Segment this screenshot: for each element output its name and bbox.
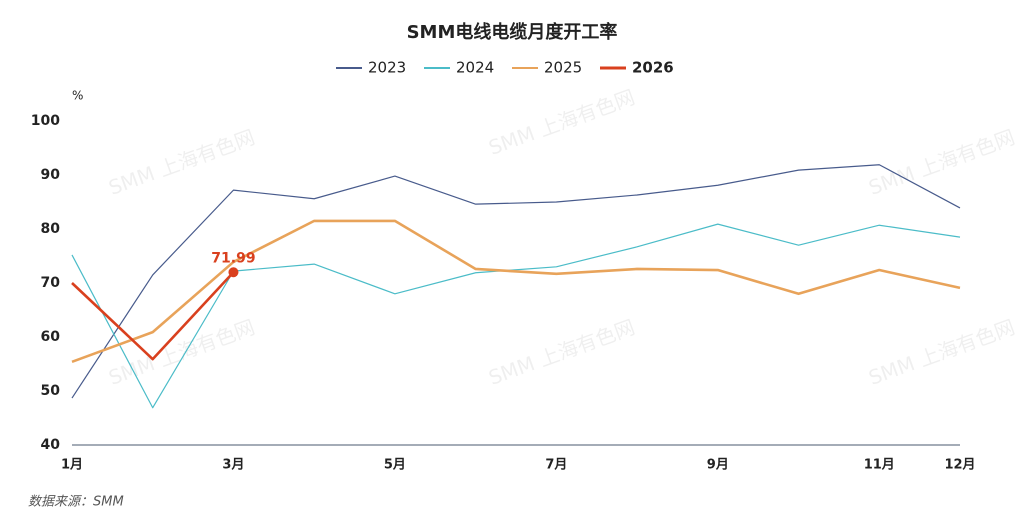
legend-label: 2023 bbox=[368, 59, 406, 77]
x-tick-label: 11月 bbox=[864, 458, 895, 473]
watermark: SMM 上海有色网 bbox=[485, 85, 638, 160]
data-label: 71.99 bbox=[211, 250, 255, 266]
watermark: SMM 上海有色网 bbox=[105, 125, 258, 200]
series-line bbox=[71, 219, 961, 364]
legend-label: 2026 bbox=[632, 59, 674, 77]
watermark: SMM 上海有色网 bbox=[105, 315, 258, 390]
legend-label: 2025 bbox=[544, 59, 582, 77]
series-line bbox=[71, 223, 961, 409]
x-tick-label: 7月 bbox=[545, 458, 567, 473]
y-tick-label: 50 bbox=[41, 383, 61, 399]
y-tick-label: 70 bbox=[41, 275, 61, 291]
x-tick-label: 9月 bbox=[707, 458, 729, 473]
watermarks: SMM 上海有色网 SMM 上海有色网 SMM 上海有色网 SMM 上海有色网 … bbox=[105, 85, 1018, 390]
series-line bbox=[71, 164, 961, 399]
y-tick-label: 40 bbox=[41, 437, 61, 453]
y-unit: % bbox=[72, 89, 83, 103]
series-line bbox=[71, 271, 235, 361]
legend-label: 2024 bbox=[456, 59, 494, 77]
x-tick-label: 3月 bbox=[222, 458, 244, 473]
y-tick-label: 60 bbox=[41, 329, 61, 345]
x-tick-label: 12月 bbox=[944, 458, 975, 473]
x-tick-label: 1月 bbox=[61, 458, 83, 473]
x-tick-label: 5月 bbox=[384, 458, 406, 473]
watermark: SMM 上海有色网 bbox=[865, 125, 1018, 200]
chart-title: SMM电线电缆月度开工率 bbox=[407, 21, 618, 43]
watermark: SMM 上海有色网 bbox=[865, 315, 1018, 390]
y-tick-label: 80 bbox=[41, 221, 61, 237]
point-marker bbox=[228, 267, 239, 278]
y-tick-label: 90 bbox=[41, 167, 61, 183]
watermark: SMM 上海有色网 bbox=[485, 315, 638, 390]
source: 数据来源：SMM bbox=[28, 495, 124, 510]
y-tick-label: 100 bbox=[31, 113, 60, 129]
